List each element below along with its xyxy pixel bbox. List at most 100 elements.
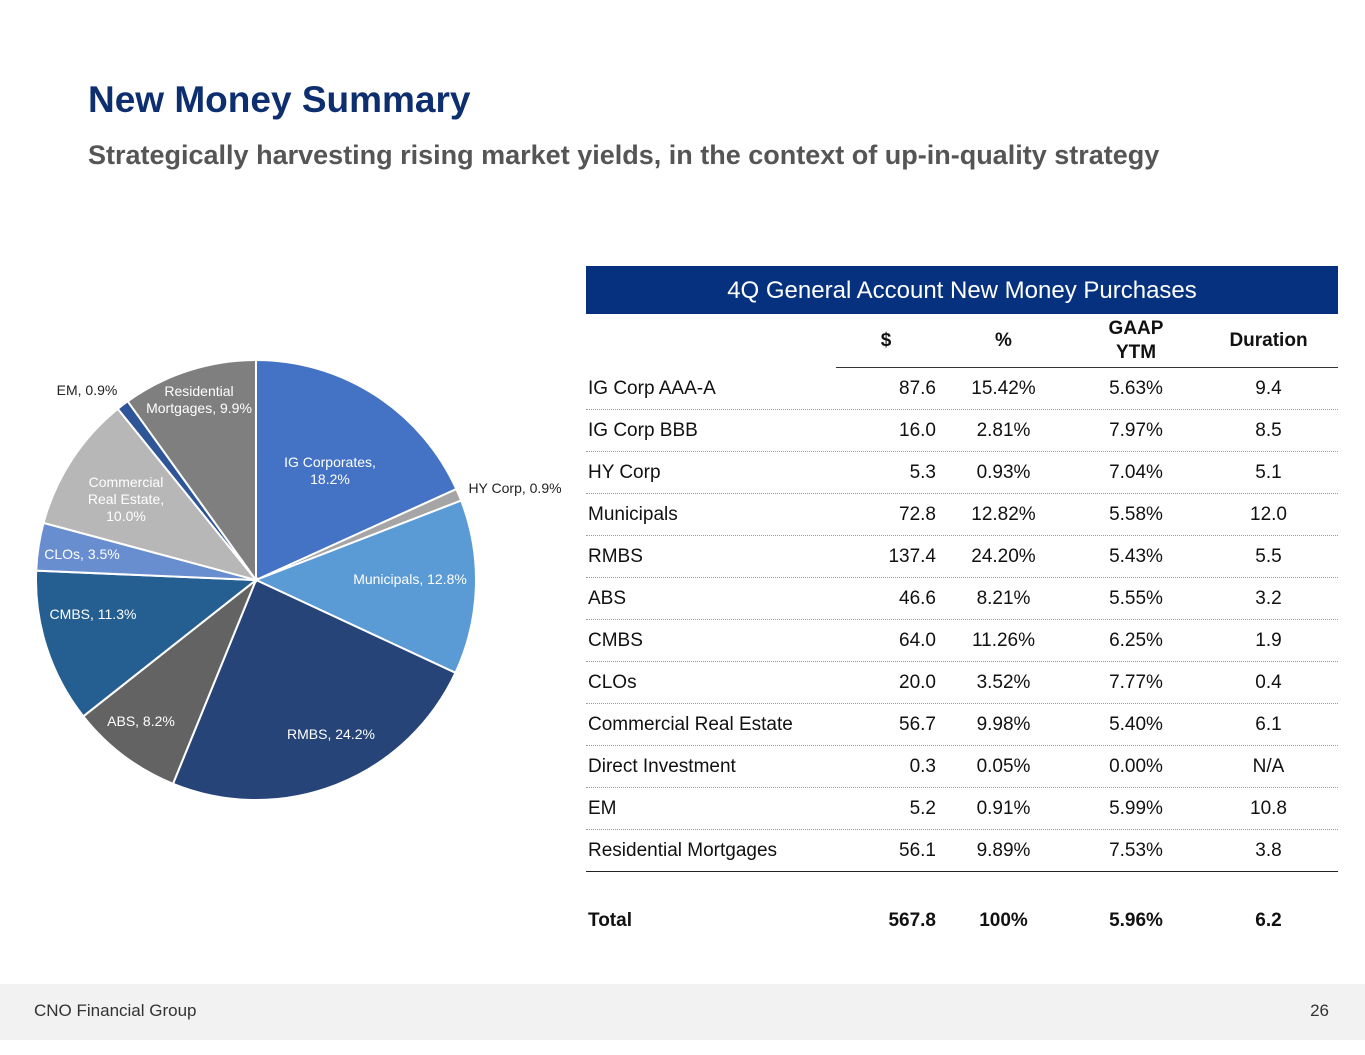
row-name: CLOs — [588, 671, 637, 693]
row-duration: 12.0 — [1250, 503, 1287, 525]
pie-label-hy-corp: HY Corp, 0.9% — [468, 480, 561, 496]
pie-label-line: 18.2% — [310, 471, 350, 487]
row-name: RMBS — [588, 545, 643, 567]
footer: CNO Financial Group 26 — [0, 984, 1365, 1040]
col-header-yield-line1: GAAP — [1108, 317, 1164, 339]
pie-slice-rmbs — [171, 578, 457, 801]
pie-label-line: RMBS, 24.2% — [287, 726, 375, 742]
row-percent: 0.91% — [976, 797, 1031, 819]
total-percent: 100% — [979, 909, 1028, 931]
total-label: Total — [588, 909, 632, 931]
row-yield: 5.63% — [1109, 377, 1163, 399]
row-percent: 2.81% — [976, 419, 1031, 441]
row-name: EM — [588, 797, 617, 819]
table-row: HY Corp 5.3 0.93% 7.04% 5.1 — [586, 452, 1338, 494]
footer-company: CNO Financial Group — [34, 1001, 197, 1020]
table-row: ABS 46.6 8.21% 5.55% 3.2 — [586, 578, 1338, 620]
table-header: 4Q General Account New Money Purchases — [586, 266, 1338, 314]
table-row: Commercial Real Estate 56.7 9.98% 5.40% 6.1 — [586, 704, 1338, 746]
row-duration: 9.4 — [1255, 377, 1282, 399]
row-yield: 0.00% — [1109, 755, 1163, 777]
row-yield: 5.40% — [1109, 713, 1163, 735]
col-header-duration: Duration — [1229, 329, 1308, 351]
row-duration: 3.8 — [1255, 839, 1282, 861]
row-dollar: 16.0 — [899, 419, 936, 441]
pie-label-line: EM, 0.9% — [57, 382, 118, 398]
row-yield: 5.43% — [1109, 545, 1163, 567]
row-dollar: 87.6 — [899, 377, 936, 399]
pie-slice-cmbs — [35, 569, 259, 718]
row-yield: 7.53% — [1109, 839, 1163, 861]
col-header-percent: % — [995, 329, 1012, 351]
row-duration: N/A — [1252, 755, 1285, 777]
pie-label-residential-mortgages: Residential Mortgages, 9.9% — [146, 383, 252, 416]
total-yield: 5.96% — [1109, 909, 1163, 931]
new-money-table: 4Q General Account New Money Purchases $… — [586, 266, 1338, 941]
row-name: IG Corp BBB — [588, 419, 698, 441]
row-name: Residential Mortgages — [588, 839, 778, 861]
row-duration: 1.9 — [1255, 629, 1282, 651]
row-yield: 7.77% — [1109, 671, 1163, 693]
table-row: EM 5.2 0.91% 5.99% 10.8 — [586, 788, 1338, 830]
row-dollar: 0.3 — [909, 755, 936, 777]
row-yield: 7.97% — [1109, 419, 1163, 441]
pie-label-line: Mortgages, 9.9% — [146, 400, 252, 416]
row-duration: 5.5 — [1255, 545, 1282, 567]
pie-label-cmbs: CMBS, 11.3% — [50, 606, 137, 622]
row-yield: 5.99% — [1109, 797, 1163, 819]
row-percent: 3.52% — [976, 671, 1031, 693]
table-row: Residential Mortgages 56.1 9.89% 7.53% 3.8 — [586, 830, 1338, 872]
row-name: Municipals — [588, 503, 678, 525]
pie-label-clos: CLOs, 3.5% — [44, 546, 119, 562]
row-percent: 24.20% — [971, 545, 1036, 567]
row-duration: 3.2 — [1255, 587, 1282, 609]
row-duration: 0.4 — [1255, 671, 1282, 693]
row-yield: 5.58% — [1109, 503, 1163, 525]
pie-label-rmbs: RMBS, 24.2% — [287, 726, 375, 742]
page-title: New Money Summary — [88, 79, 471, 120]
row-duration: 10.8 — [1250, 797, 1287, 819]
pie-chart: IG Corporates, 18.2% HY Corp, 0.9% Municipa… — [35, 358, 562, 801]
pie-slice-commercial-real-estate — [42, 407, 259, 582]
row-name: ABS — [588, 587, 627, 609]
pie-label-line: 10.0% — [106, 508, 146, 524]
row-dollar: 46.6 — [899, 587, 936, 609]
row-duration: 5.1 — [1255, 461, 1282, 483]
table-row: CLOs 20.0 3.52% 7.77% 0.4 — [586, 662, 1338, 704]
row-dollar: 56.7 — [899, 713, 936, 735]
pie-slice-municipals — [253, 499, 477, 675]
total-duration: 6.2 — [1255, 909, 1282, 931]
row-percent: 0.05% — [976, 755, 1031, 777]
row-percent: 9.98% — [976, 713, 1031, 735]
pie-label-line: Municipals, 12.8% — [353, 571, 467, 587]
pie-label-em: EM, 0.9% — [57, 382, 118, 398]
table-total-row: Total 567.8 100% 5.96% 6.2 — [586, 900, 1338, 941]
pie-label-line: Real Estate, — [88, 491, 164, 507]
row-dollar: 137.4 — [888, 545, 936, 567]
total-dollar: 567.8 — [888, 909, 936, 931]
row-yield: 5.55% — [1109, 587, 1163, 609]
pie-label-line: HY Corp, 0.9% — [468, 480, 561, 496]
page-subtitle: Strategically harvesting rising market y… — [88, 140, 1160, 170]
row-dollar: 5.2 — [909, 797, 936, 819]
row-dollar: 5.3 — [909, 461, 936, 483]
row-name: Direct Investment — [588, 755, 736, 777]
page-number: 26 — [1310, 1001, 1329, 1020]
pie-label-line: CLOs, 3.5% — [44, 546, 119, 562]
row-percent: 12.82% — [971, 503, 1036, 525]
col-header-yield: GAAP YTM — [1071, 317, 1201, 365]
col-header-yield-line2: YTM — [1115, 341, 1157, 363]
row-dollar: 72.8 — [899, 503, 936, 525]
table-body: IG Corp AAA-A 87.6 15.42% 5.63% 9.4 IG Corp B… — [586, 368, 1338, 872]
col-header-dollar: $ — [880, 329, 892, 351]
pie-label-abs: ABS, 8.2% — [107, 713, 175, 729]
pie-label-line: Commercial — [89, 474, 164, 490]
pie-slice-ig-corporates — [255, 358, 458, 582]
row-percent: 11.26% — [971, 629, 1036, 651]
table-row: RMBS 137.4 24.20% 5.43% 5.5 — [586, 536, 1338, 578]
row-percent: 15.42% — [971, 377, 1036, 399]
row-duration: 8.5 — [1255, 419, 1282, 441]
table-row: CMBS 64.0 11.26% 6.25% 1.9 — [586, 620, 1338, 662]
pie-slice-abs — [81, 576, 259, 786]
table-row: IG Corp BBB 16.0 2.81% 7.97% 8.5 — [586, 410, 1338, 452]
